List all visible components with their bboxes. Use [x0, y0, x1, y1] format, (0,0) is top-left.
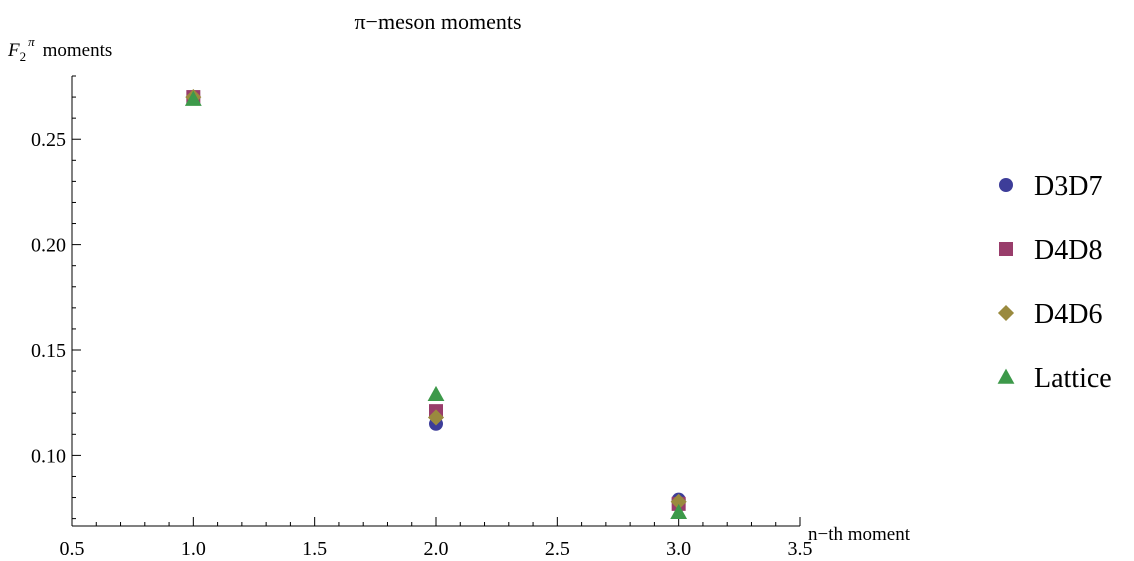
- legend-item-lattice: Lattice: [997, 363, 1112, 394]
- series-lattice: [184, 90, 688, 520]
- legend-marker: [997, 304, 1015, 322]
- x-tick-label: 3.0: [666, 538, 691, 560]
- data-point-lattice: [670, 503, 688, 520]
- chart-title: π−meson moments: [354, 9, 521, 34]
- x-tick-label: 1.0: [181, 538, 206, 560]
- y-axis-title-subscript: 2: [20, 49, 27, 64]
- series-d3d7: [186, 90, 686, 507]
- y-tick-label: 0.20: [31, 235, 66, 257]
- x-tick-label: 3.5: [788, 538, 813, 560]
- legend-item-d4d8: D4D8: [999, 235, 1102, 266]
- series-d4d6: [185, 89, 687, 510]
- legend-label: D4D6: [1034, 299, 1102, 330]
- legend-label: D3D7: [1034, 171, 1102, 202]
- y-axis-title: F2π moments: [7, 34, 112, 64]
- y-tick-label: 0.15: [31, 340, 66, 362]
- legend: D3D7 D4D8 D4D6 Lattice: [997, 171, 1112, 394]
- y-axis-title-main: F: [7, 40, 20, 61]
- legend-item-d3d7: D3D7: [999, 171, 1102, 202]
- axes: 0.5 1.0 1.5 2.0 2.5 3.0 3.5 0.10 0.15 0.20 0.25: [31, 75, 813, 560]
- data-point-d4d6: [670, 493, 687, 510]
- data-points: [184, 89, 688, 520]
- y-tick-label: 0.10: [31, 445, 66, 467]
- x-axis-title: n−th moment: [808, 524, 911, 545]
- legend-label: Lattice: [1034, 363, 1112, 394]
- legend-marker: [999, 242, 1013, 256]
- x-tick-label: 2.0: [424, 538, 449, 560]
- legend-label: D4D8: [1034, 235, 1102, 266]
- data-point-lattice: [427, 385, 445, 401]
- x-tick-label: 1.5: [302, 538, 327, 560]
- y-tick-label: 0.25: [31, 129, 66, 151]
- legend-item-d4d6: D4D6: [997, 299, 1102, 330]
- legend-marker: [997, 368, 1015, 384]
- y-axis-title-superscript: π: [28, 34, 35, 49]
- legend-marker: [999, 178, 1013, 192]
- y-axis-title-rest: moments: [43, 40, 113, 61]
- series-d4d8: [186, 90, 686, 511]
- data-point-lattice: [184, 90, 202, 106]
- data-point-d4d6: [427, 409, 445, 426]
- x-tick-label: 2.5: [545, 538, 570, 560]
- x-tick-label: 0.5: [60, 538, 85, 560]
